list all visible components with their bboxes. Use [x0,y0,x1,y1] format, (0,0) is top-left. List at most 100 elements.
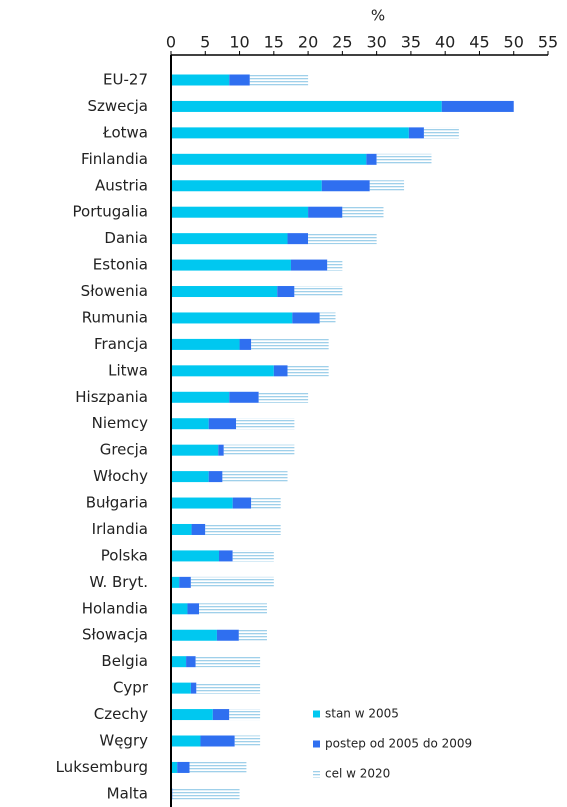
bar-segment [171,206,309,218]
bar-segment [236,418,295,430]
bar-segment [196,682,261,694]
bar-segment [441,100,514,112]
axis-label: % [371,7,385,25]
bar-segment [319,312,336,324]
bar-segment [190,682,197,694]
bar-segment [232,497,252,509]
y-tick-label: Grecja [100,441,148,459]
legend-label: stan w 2005 [325,707,399,721]
x-tick-label: 30 [366,33,386,52]
bar-segment [171,418,209,430]
x-tick-label: 50 [504,33,524,52]
y-tick-label: Dania [104,229,148,247]
bar-segment [212,709,230,721]
legend-label: cel w 2020 [325,767,390,781]
bar-segment [171,523,192,535]
y-tick-label: Holandia [82,599,148,617]
bar-segment [189,761,247,773]
bar-segment [258,391,309,403]
x-tick-label: 0 [166,33,176,52]
y-tick-label: Szwecja [88,97,149,115]
bar-segment [171,761,178,773]
y-tick-label: Słowacja [82,626,148,644]
bar-segment [171,338,240,350]
y-tick-label: Włochy [93,467,148,485]
bar-segment [171,497,233,509]
bar-segment [251,338,329,350]
bar-segment [234,735,261,747]
y-tick-label: Luksemburg [56,758,148,776]
bar-segment [171,471,209,483]
bar-segment [200,735,235,747]
y-tick-label: Węgry [99,732,148,750]
bar-segment [366,153,377,165]
bar-segment [218,550,233,562]
y-tick-label: Estonia [93,256,148,274]
x-tick-label: 5 [200,33,210,52]
y-tick-label: Hiszpania [75,388,148,406]
bar-segment [223,444,295,456]
bar-segment [171,365,274,377]
bar-segment [171,74,230,86]
bar-segment [273,365,288,377]
bar-segment [327,259,343,271]
x-tick-label: 45 [469,33,489,52]
bar-segment [287,365,329,377]
bar-segment [186,656,196,668]
x-tick-label: 35 [401,33,421,52]
bar-segment [171,444,219,456]
bar-segment [171,180,322,192]
x-tick-label: 55 [538,33,558,52]
y-tick-label: Malta [107,784,148,802]
y-tick-label: Austria [95,176,148,194]
x-tick-label: 10 [229,33,249,52]
bar-segment [208,471,223,483]
bar-segment [171,709,213,721]
bar-segment [423,127,459,139]
bar-segment [171,153,367,165]
y-tick-label: Łotwa [102,123,148,141]
y-tick-label: EU-27 [103,71,148,89]
y-tick-label: Słowenia [81,282,148,300]
y-tick-label: Cypr [113,679,149,697]
y-tick-label: Rumunia [82,308,148,326]
bar-segment [287,233,309,245]
bar-segment [229,391,259,403]
bar-segment [171,233,288,245]
bar-segment [171,312,293,324]
bar-segment [177,761,190,773]
bar-segment [205,523,281,535]
bar-segment [172,788,240,800]
y-tick-label: Czechy [94,705,148,723]
bar-segment [171,550,219,562]
bar-segment [195,656,261,668]
bar-segment [308,233,377,245]
y-tick-label: Francja [94,335,148,353]
bar-segment [251,497,281,509]
bar-segment [171,629,217,641]
bar-segment [408,127,424,139]
y-tick-label: Portugalia [73,203,148,221]
y-tick-label: W. Bryt. [89,573,148,591]
bar-segment [292,312,320,324]
bar-segment [179,576,191,588]
bar-segment [238,629,267,641]
bar-segment [229,709,261,721]
bar-segment [277,286,295,298]
legend-swatch [313,740,320,748]
bar-segment [199,603,267,615]
legend-swatch [313,770,320,778]
bar-segment [171,682,191,694]
bar-segment [249,74,309,86]
bar-segment [321,180,370,192]
bar-segment [171,603,188,615]
bar-segment [171,259,291,271]
y-tick-label: Polska [101,546,148,564]
bar-segment [208,418,237,430]
x-tick-label: 25 [332,33,352,52]
bar-segment [171,127,409,139]
x-tick-label: 40 [435,33,455,52]
bar-segment [342,206,384,218]
y-tick-label: Belgia [101,652,148,670]
y-tick-label: Irlandia [92,520,148,538]
